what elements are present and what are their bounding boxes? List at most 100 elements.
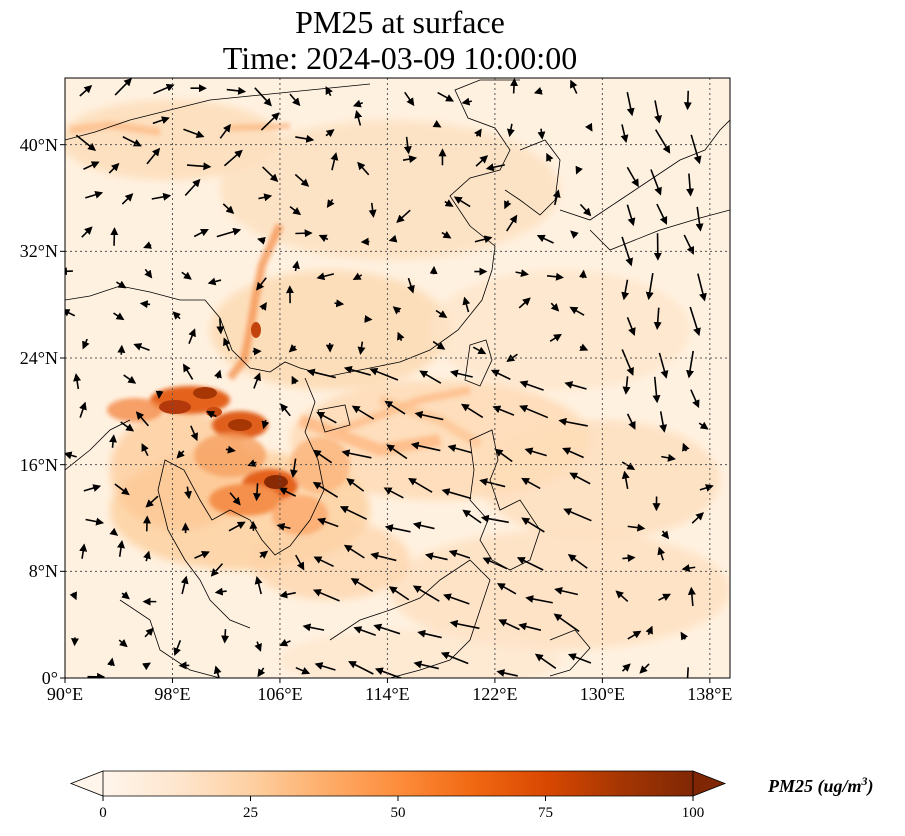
wind-arrow (449, 369, 473, 378)
lon-label: 98°E (154, 684, 191, 704)
wind-arrow (135, 411, 150, 427)
wind-arrow (474, 235, 493, 244)
wind-arrow (410, 441, 441, 452)
wind-arrow (306, 368, 336, 379)
wind-arrow (524, 447, 547, 457)
wind-arrow (639, 663, 650, 674)
wind-arrow (144, 627, 154, 638)
wind-arrow (621, 279, 630, 301)
wind-arrow (658, 593, 672, 601)
wind-arrow (278, 487, 296, 497)
wind-arrow (621, 470, 630, 490)
wind-arrow (407, 277, 415, 294)
wind-arrow (661, 453, 676, 462)
lat-label: 0° (41, 668, 58, 688)
wind-arrow (440, 651, 469, 665)
wind-arrow (69, 591, 77, 601)
wind-arrow (295, 666, 311, 675)
wind-arrow (626, 92, 635, 117)
wind-arrow (563, 508, 592, 522)
wind-arrow (650, 169, 662, 196)
wind-arrow (343, 544, 365, 559)
wind-arrow (123, 374, 137, 384)
wind-arrow (316, 411, 337, 424)
colorbar (69, 770, 727, 801)
wind-arrow (546, 152, 554, 162)
colorbar-tick-label: 100 (681, 805, 705, 821)
wind-arrow (295, 134, 315, 143)
wind-arrow (396, 209, 411, 223)
wind-arrow (627, 630, 642, 640)
wind-arrow (221, 629, 230, 644)
lon-label: 138°E (687, 684, 733, 704)
wind-arrow (261, 419, 270, 430)
wind-arrow (312, 589, 340, 602)
wind-arrow (506, 123, 515, 138)
wind-arrow (383, 487, 404, 499)
wind-arrow (448, 549, 471, 559)
wind-arrow (496, 669, 518, 677)
colorbar-tick-label: 50 (390, 805, 406, 821)
wind-arrow (65, 451, 77, 460)
wind-arrow (683, 667, 692, 678)
wind-arrow (145, 495, 159, 508)
wind-arrow (627, 523, 646, 532)
wind-arrow (288, 344, 298, 353)
wind-arrow (626, 166, 639, 188)
wind-arrow (683, 90, 692, 111)
wind-arrow (553, 613, 580, 633)
wind-arrow (318, 234, 329, 243)
wind-arrow (492, 405, 515, 416)
wind-arrow (388, 586, 410, 601)
lon-label: 130°E (579, 684, 625, 704)
wind-arrow (152, 116, 170, 125)
wind-arrow (260, 112, 280, 131)
wind-arrow (364, 314, 373, 323)
wind-arrow (698, 421, 709, 430)
wind-arrow (75, 134, 97, 151)
wind-arrow (79, 543, 88, 559)
wind-arrow (289, 206, 302, 216)
wind-arrow (620, 124, 629, 143)
wind-arrow (223, 149, 243, 167)
wind-arrow (65, 309, 76, 317)
coastlines (65, 79, 730, 678)
wind-arrow (280, 403, 291, 417)
wind-arrow (515, 269, 529, 278)
wind-arrow (480, 514, 509, 524)
wind-arrow (525, 595, 553, 604)
wind-arrow (442, 593, 470, 605)
wind-arrow (384, 400, 406, 415)
lon-label: 122°E (472, 684, 518, 704)
wind-arrow (474, 128, 482, 138)
wind-arrow (262, 166, 279, 183)
wind-arrow (79, 85, 93, 97)
wind-arrow (518, 297, 531, 309)
wind-arrow (657, 546, 666, 561)
wind-arrow (144, 268, 153, 279)
wind-arrow (357, 161, 370, 176)
wind-arrow (626, 317, 636, 336)
wind-arrow (496, 583, 517, 595)
wind-arrow (567, 653, 592, 664)
wind-arrow (683, 234, 694, 255)
wind-arrow (369, 367, 399, 381)
wind-arrow (229, 492, 241, 506)
wind-arrow (441, 488, 472, 500)
wind-arrow (109, 434, 118, 448)
wind-arrow (490, 369, 511, 381)
wind-arrow (312, 449, 333, 464)
wind-arrow (118, 639, 128, 648)
wind-arrow (193, 228, 209, 238)
wind-arrow (681, 564, 696, 573)
wind-arrow (575, 165, 583, 175)
wind-arrow (254, 87, 272, 107)
wind-arrow (109, 527, 119, 536)
wind-arrow (417, 629, 442, 639)
wind-arrow (181, 271, 192, 280)
wind-arrow (626, 204, 636, 227)
wind-arrow (626, 413, 636, 430)
wind-arrow (214, 369, 222, 379)
wind-arrow (686, 350, 694, 379)
